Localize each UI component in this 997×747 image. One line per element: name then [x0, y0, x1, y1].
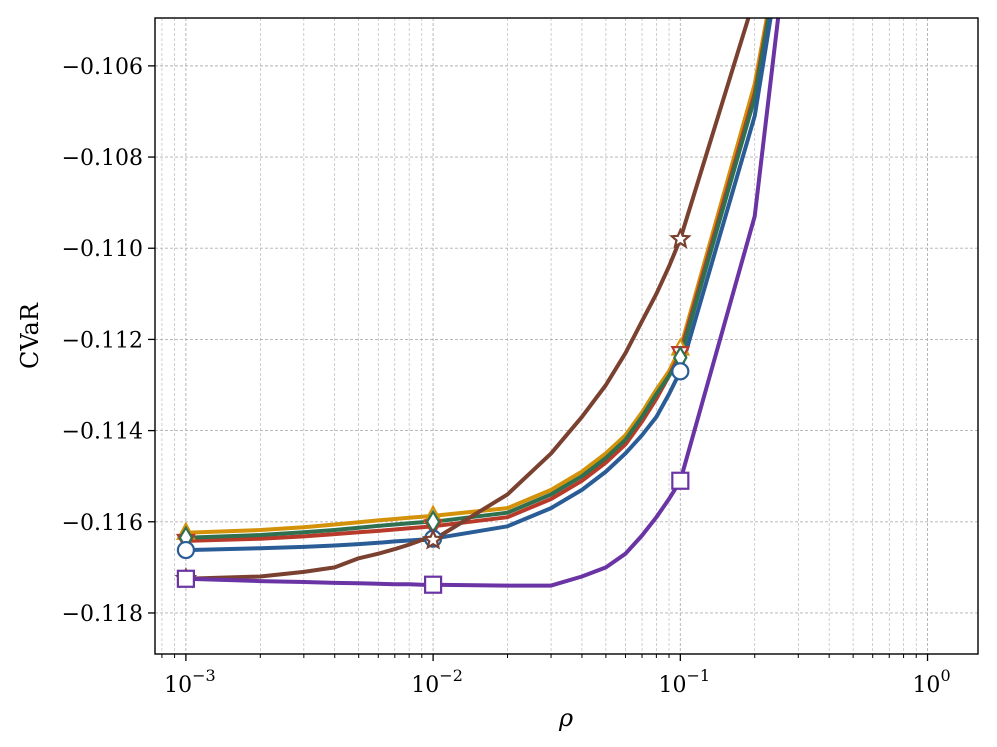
square-marker [176, 569, 195, 588]
circle-marker [176, 540, 195, 560]
series-line [183, 18, 773, 553]
y-tick-label: −0.118 [62, 602, 143, 627]
y-tick-label: −0.106 [62, 55, 143, 80]
x-tick-label: 10−2 [411, 666, 463, 698]
y-tick-label: −0.112 [62, 328, 143, 353]
series-line [183, 18, 751, 581]
x-tick-label: 100 [912, 666, 950, 698]
y-axis-ticks: −0.106 −0.108 −0.110 −0.112 −0.114 −0.116 −0.1… [62, 55, 155, 627]
y-tick-label: −0.108 [62, 146, 143, 171]
x-tick-label: 10−3 [164, 666, 216, 698]
y-tick-label: −0.110 [62, 237, 143, 262]
series-line [183, 18, 769, 535]
y-axis-label: CVaR [16, 302, 44, 369]
series-line [183, 18, 781, 588]
x-tick-label: 10−1 [659, 666, 711, 698]
x-axis-ticks: 10−3 10−2 10−1 100 [161, 654, 951, 698]
plot-background [155, 18, 978, 654]
x-axis-label: ρ [558, 704, 573, 732]
series-line [183, 18, 771, 540]
circle-marker [671, 362, 690, 381]
plot-frame [154, 17, 979, 655]
y-tick-label: −0.114 [62, 420, 143, 445]
square-marker [424, 575, 443, 594]
star-marker [669, 227, 692, 249]
star-marker [421, 528, 445, 550]
square-marker [671, 471, 690, 490]
marker-layer [174, 227, 692, 594]
series-layer [183, 18, 781, 588]
grid [155, 18, 978, 654]
y-tick-label: −0.116 [62, 511, 143, 536]
